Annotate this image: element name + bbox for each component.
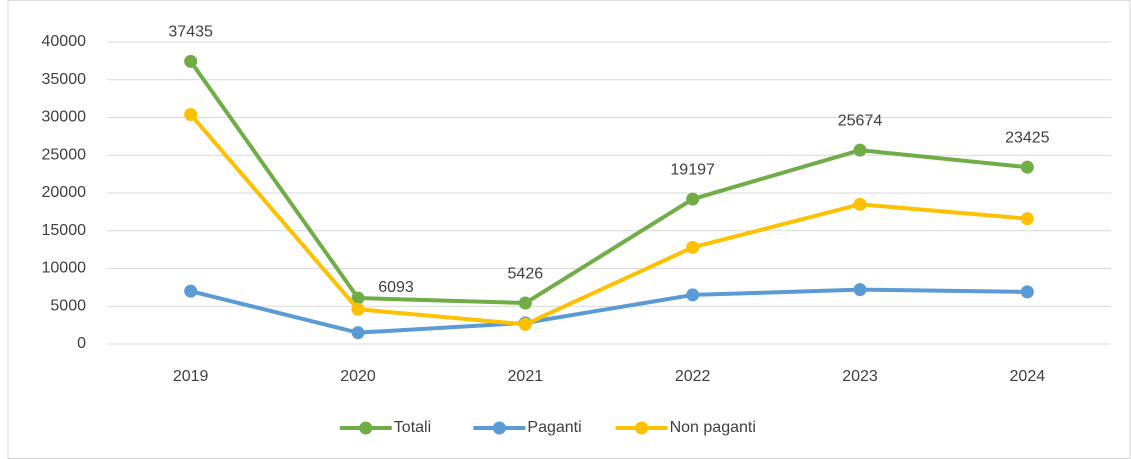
x-tick-label: 2023 bbox=[842, 368, 878, 385]
legend-label: Totali bbox=[394, 419, 431, 436]
y-tick-label: 5000 bbox=[50, 297, 86, 314]
legend-label: Paganti bbox=[527, 419, 581, 436]
data-point bbox=[686, 288, 700, 302]
y-tick-label: 15000 bbox=[42, 222, 87, 239]
data-label: 19197 bbox=[670, 161, 715, 178]
y-tick-label: 10000 bbox=[42, 260, 87, 277]
data-label: 25674 bbox=[838, 112, 883, 129]
legend-label: Non paganti bbox=[670, 419, 756, 436]
data-point bbox=[351, 326, 365, 340]
data-point bbox=[351, 291, 365, 305]
data-point bbox=[184, 54, 198, 68]
data-label: 5426 bbox=[508, 265, 544, 282]
data-point bbox=[853, 143, 867, 157]
legend-marker bbox=[492, 421, 506, 435]
x-tick-label: 2022 bbox=[675, 368, 711, 385]
x-tick-label: 2020 bbox=[340, 368, 376, 385]
chart-frame bbox=[7, 0, 1131, 459]
x-tick-label: 2021 bbox=[508, 368, 544, 385]
x-tick-label: 2024 bbox=[1010, 368, 1046, 385]
data-point bbox=[518, 317, 532, 331]
data-point bbox=[518, 296, 532, 310]
data-point bbox=[686, 240, 700, 254]
y-tick-label: 25000 bbox=[42, 146, 87, 163]
legend-marker bbox=[635, 421, 649, 435]
series-line bbox=[189, 60, 1028, 306]
legend-marker bbox=[359, 421, 373, 435]
data-label: 23425 bbox=[1005, 129, 1050, 146]
data-label: 6093 bbox=[378, 279, 414, 296]
data-point bbox=[853, 197, 867, 211]
data-label: 37435 bbox=[168, 24, 213, 41]
data-point bbox=[853, 283, 867, 297]
data-point bbox=[184, 107, 198, 121]
x-tick-label: 2019 bbox=[173, 368, 209, 385]
data-point bbox=[686, 192, 700, 206]
data-point bbox=[184, 284, 198, 298]
data-point bbox=[1020, 160, 1034, 174]
series-line bbox=[190, 287, 1028, 335]
data-point bbox=[351, 302, 365, 316]
y-tick-label: 35000 bbox=[42, 71, 87, 88]
y-tick-label: 40000 bbox=[42, 33, 87, 50]
y-tick-label: 20000 bbox=[42, 184, 87, 201]
y-tick-label: 30000 bbox=[42, 109, 87, 126]
data-point bbox=[1020, 285, 1034, 299]
y-tick-label: 0 bbox=[77, 335, 86, 352]
series-line bbox=[189, 113, 1028, 327]
data-point bbox=[1020, 212, 1034, 226]
